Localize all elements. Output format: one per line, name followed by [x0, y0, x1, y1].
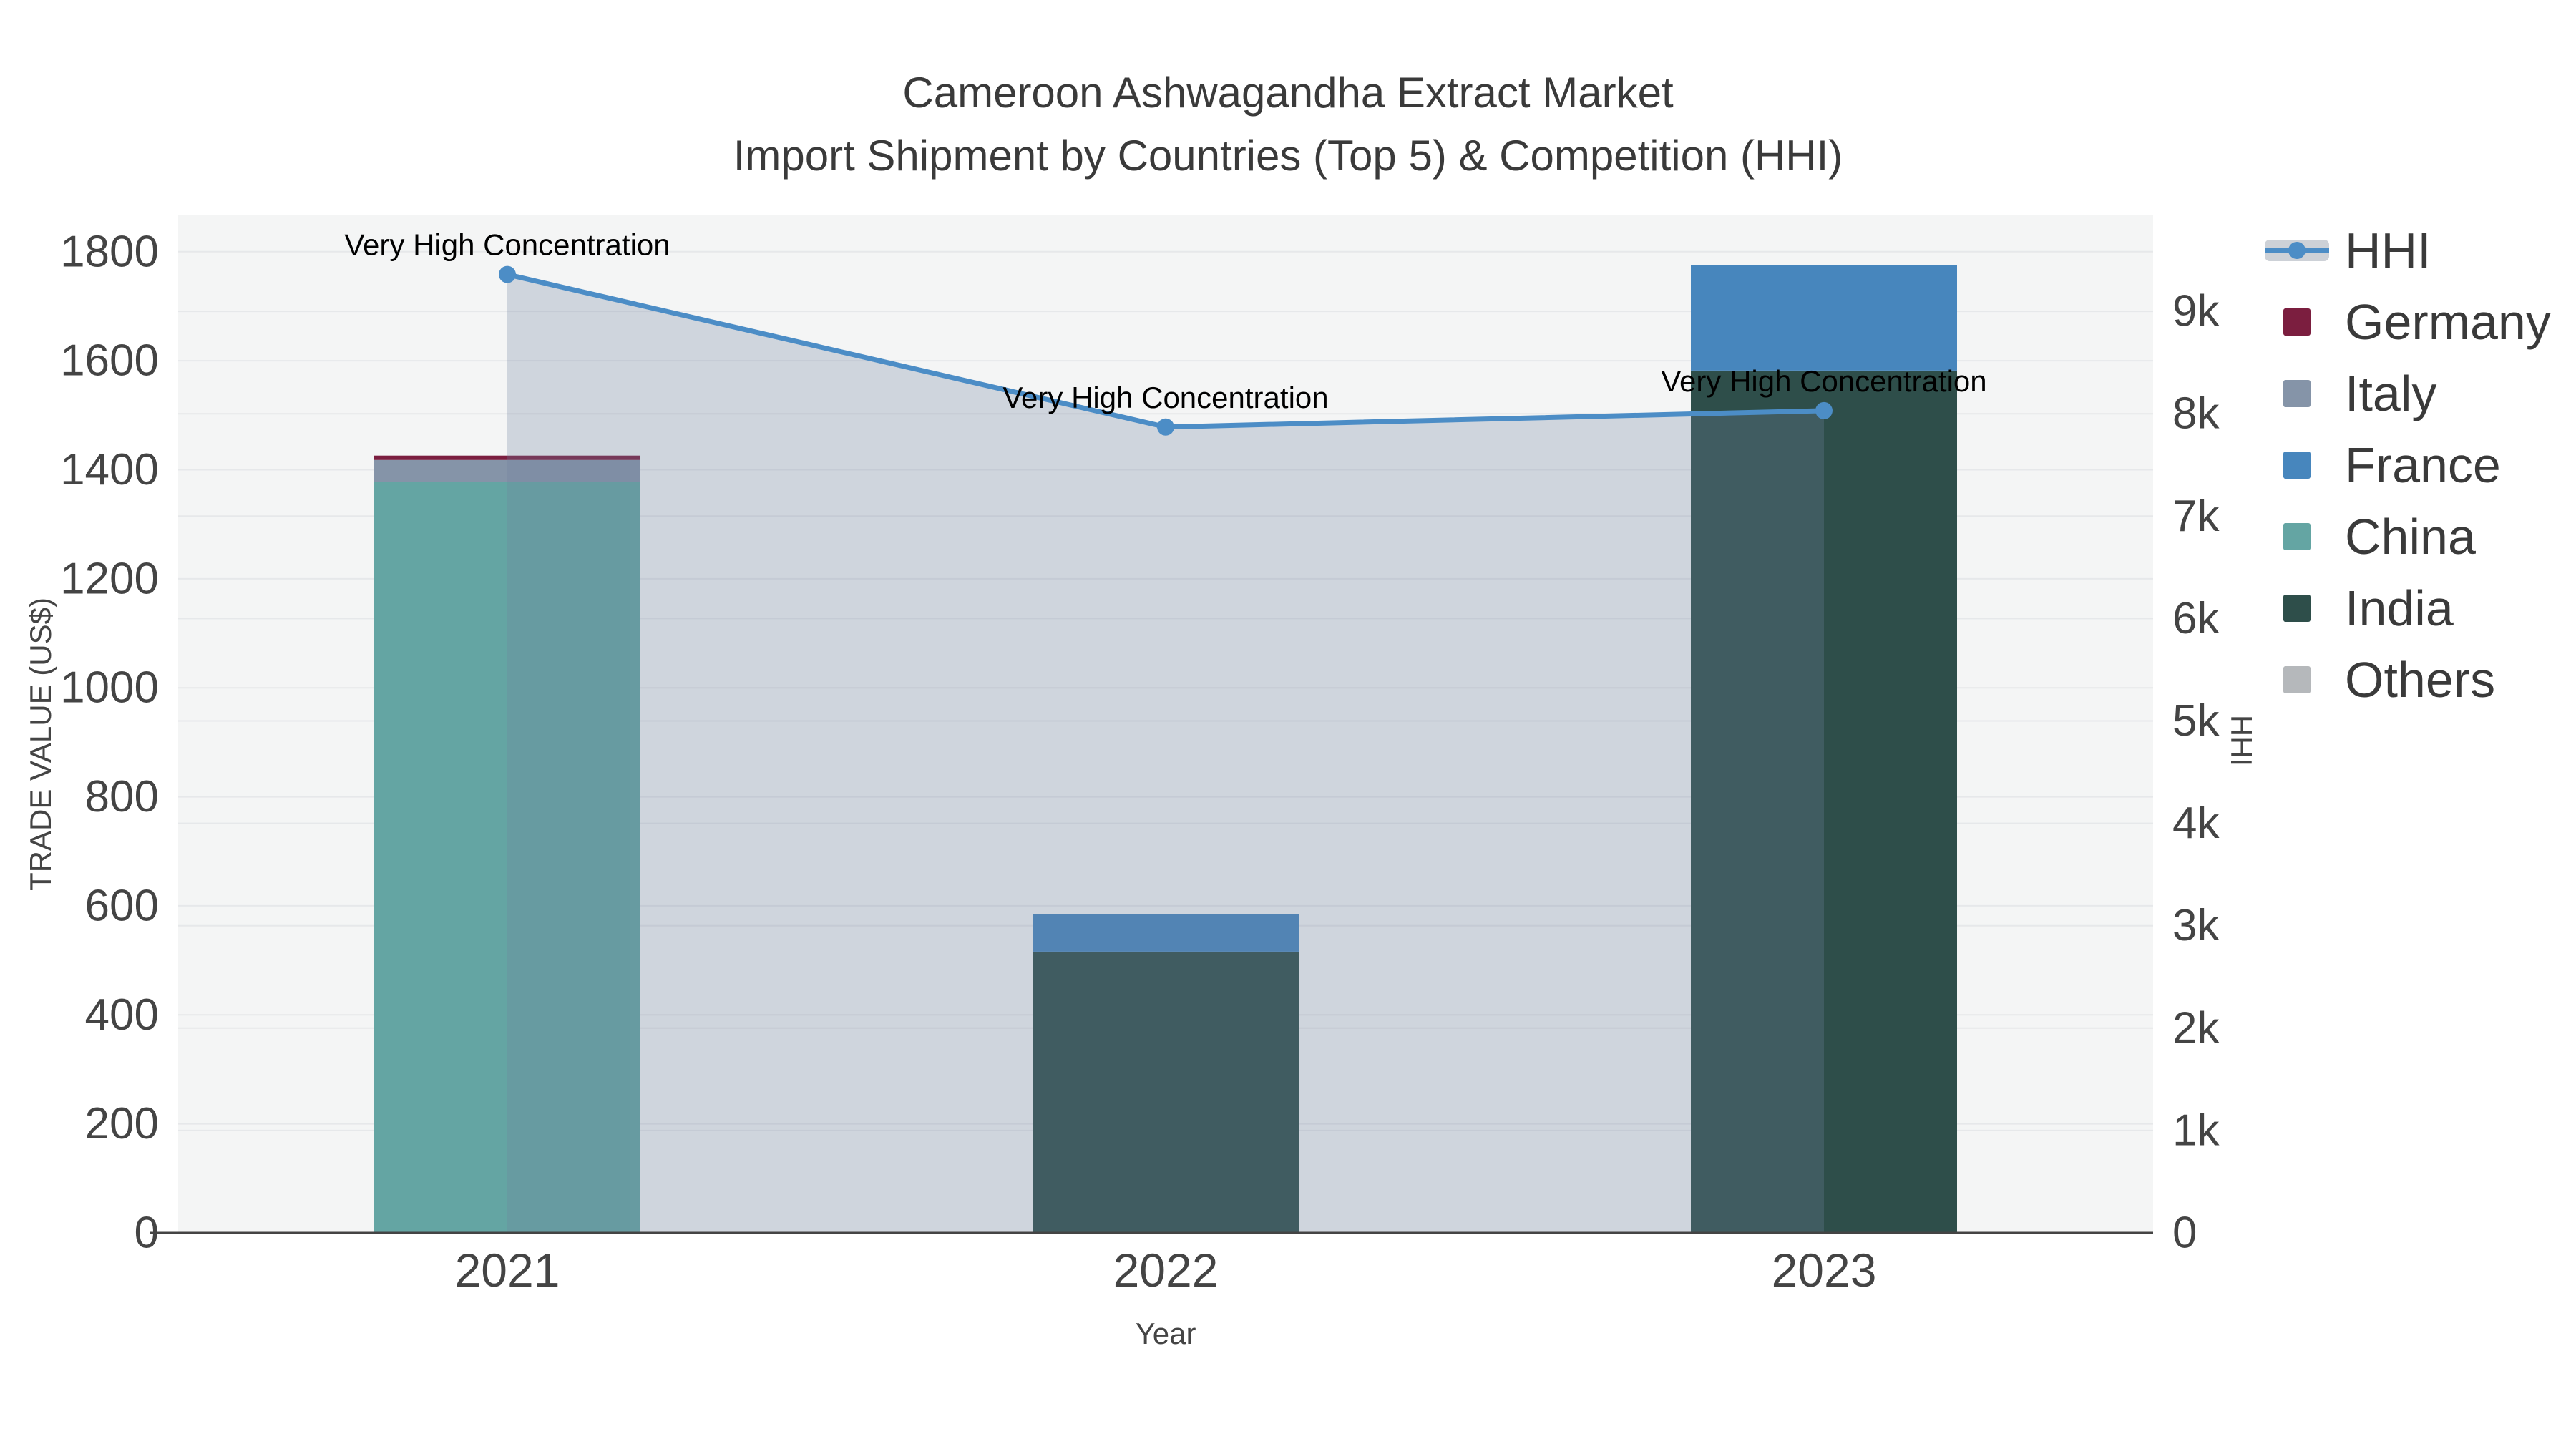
x-tick-2023: 2023	[1772, 1244, 1877, 1297]
legend-label: Germany	[2345, 294, 2551, 350]
x-axis-title: Year	[1135, 1317, 1196, 1350]
y-right-tick: 9k	[2172, 287, 2220, 336]
y-right-tick: 2k	[2172, 1003, 2220, 1053]
legend-item-hhi[interactable]: HHI	[2265, 215, 2551, 286]
y-right-tick: 5k	[2172, 696, 2220, 746]
y-axis-title: TRADE VALUE (US$)	[24, 597, 57, 891]
bar-india-2022[interactable]	[1033, 951, 1299, 1233]
legend-label: Italy	[2345, 366, 2437, 421]
y-left-tick: 800	[85, 772, 159, 821]
legend-label: HHI	[2345, 223, 2431, 278]
hhi-area-fill	[507, 274, 1824, 1234]
legend-label: India	[2345, 580, 2454, 636]
legend-item-china[interactable]: China	[2265, 501, 2551, 572]
legend-item-india[interactable]: India	[2265, 572, 2551, 644]
y-left-tick: 1000	[60, 663, 159, 713]
y-left-tick: 1400	[60, 445, 159, 494]
legend-label: China	[2345, 509, 2476, 565]
x-tick-2021: 2021	[455, 1244, 560, 1297]
legend-item-italy[interactable]: Italy	[2265, 358, 2551, 429]
x-tick-2022: 2022	[1113, 1244, 1219, 1297]
bar-germany-2021[interactable]	[374, 455, 640, 460]
italy-swatch	[2283, 380, 2311, 407]
chart-title-line2: Import Shipment by Countries (Top 5) & C…	[733, 132, 1843, 180]
china-swatch	[2283, 523, 2311, 550]
chart-title-line1: Cameroon Ashwagandha Extract Market	[902, 69, 1674, 117]
y-right-tick: 8k	[2172, 389, 2220, 439]
legend-label: France	[2345, 437, 2501, 493]
others-swatch	[2283, 666, 2311, 693]
y-left-tick: 1800	[60, 227, 159, 276]
bar-italy-2021[interactable]	[374, 459, 640, 482]
bar-india-2023[interactable]	[1691, 370, 1957, 1233]
annotation-2022: Very High Concentration	[1002, 381, 1328, 414]
y-left-tick: 0	[135, 1209, 159, 1258]
y-right-tick: 0	[2172, 1209, 2197, 1258]
india-swatch	[2283, 595, 2311, 622]
y-right-tick: 4k	[2172, 799, 2220, 848]
y-right-tick: 7k	[2172, 492, 2220, 541]
annotation-2021: Very High Concentration	[344, 228, 670, 262]
annotation-2023: Very High Concentration	[1661, 364, 1986, 398]
y2-axis-title: HHI	[2225, 714, 2258, 767]
france-swatch	[2283, 452, 2311, 479]
bar-china-2021[interactable]	[374, 482, 640, 1233]
y-left-tick: 1600	[60, 336, 159, 386]
y-right-tick: 3k	[2172, 901, 2220, 950]
y-right-tick: 1k	[2172, 1106, 2220, 1155]
bar-france-2023[interactable]	[1691, 265, 1957, 371]
germany-swatch	[2283, 308, 2311, 336]
hhi-point-2021[interactable]	[499, 265, 516, 283]
y-right-tick: 6k	[2172, 594, 2220, 643]
chart-title: Cameroon Ashwagandha Extract Market Impo…	[0, 62, 2576, 187]
legend-item-france[interactable]: France	[2265, 429, 2551, 501]
hhi-point-2022[interactable]	[1157, 418, 1174, 436]
hhi-line-swatch	[2265, 236, 2329, 265]
hhi-marker-icon	[2288, 242, 2306, 259]
y-left-tick: 200	[85, 1099, 159, 1148]
y-left-tick: 1200	[60, 554, 159, 603]
legend-label: Others	[2345, 652, 2496, 708]
legend-item-others[interactable]: Others	[2265, 644, 2551, 716]
legend: HHI Germany Italy France China India Oth…	[2265, 215, 2551, 716]
y-left-tick: 600	[85, 881, 159, 930]
y-left-tick: 400	[85, 990, 159, 1040]
bar-france-2022[interactable]	[1033, 914, 1299, 952]
legend-item-germany[interactable]: Germany	[2265, 286, 2551, 358]
hhi-point-2023[interactable]	[1815, 401, 1833, 419]
